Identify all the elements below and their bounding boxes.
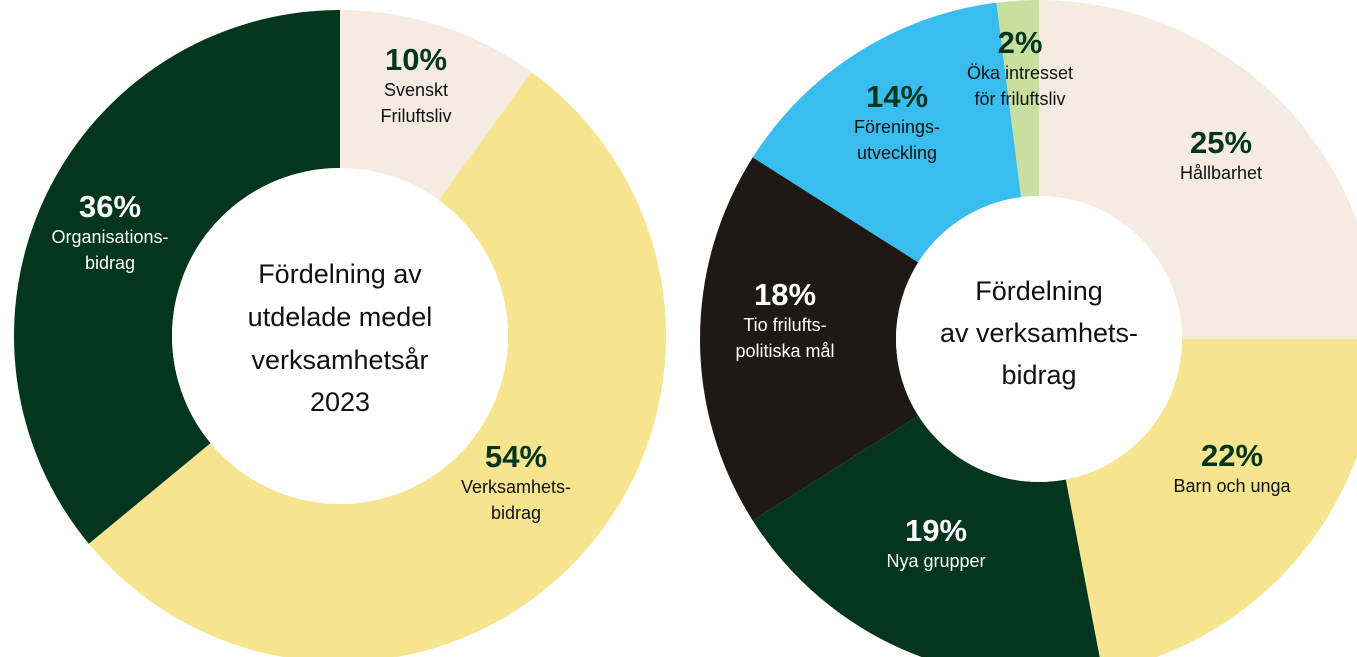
chart1-slice-2-label: Verksamhets- [461, 477, 571, 497]
chart1-slice-3 [13, 10, 340, 544]
chart1-slice-2 [88, 72, 666, 657]
chart2-slice-6-label: för friluftsliv [974, 89, 1065, 109]
chart2-slice-5-label: Förenings- [854, 117, 940, 137]
chart2-slice-2-percent: 22% [1201, 438, 1263, 473]
chart1-slice-1-label: Friluftsliv [381, 106, 452, 126]
chart2-slice-3 [752, 415, 1100, 657]
chart2-slice-5-label: utveckling [857, 143, 937, 163]
chart1-slice-1 [340, 10, 532, 201]
chart2-slice-4-label: politiska mål [735, 341, 834, 361]
chart2-slice-3-label: Nya grupper [886, 551, 985, 571]
chart2-slice-1 [1039, 0, 1357, 339]
chart2-slice-6-label: Öka intresset [967, 63, 1073, 83]
chart2-center-hole [896, 196, 1182, 482]
chart2-slice-2-label: Barn och unga [1173, 476, 1291, 496]
chart1-center-title: utdelade medel [248, 302, 433, 332]
chart2-slice-1-percent: 25% [1190, 125, 1252, 160]
chart2-slice-2 [1065, 339, 1357, 657]
chart2-slice-5-percent: 14% [866, 79, 928, 114]
chart1-slice-1-label: Svenskt [384, 80, 448, 100]
chart1-center-title: 2023 [310, 387, 370, 417]
chart2-center-title: av verksamhets- [940, 318, 1138, 348]
chart1-slice-1-percent: 10% [385, 42, 447, 77]
chart2-slice-6 [996, 0, 1039, 198]
chart1-slice-2-percent: 54% [485, 439, 547, 474]
chart1-center-hole [172, 168, 508, 504]
chart2-slice-1-label: Hållbarhet [1180, 163, 1262, 183]
chart2-center-title: bidrag [1001, 360, 1076, 390]
chart2-slice-4-label: Tio frilufts- [743, 315, 826, 335]
chart1-slice-2-label: bidrag [491, 503, 541, 523]
chart2-slice-6-percent: 2% [998, 25, 1043, 60]
chart2-slice-5 [752, 2, 1022, 263]
chart2-center-title: Fördelning [975, 276, 1103, 306]
chart1-center-title: Fördelning av [258, 259, 422, 289]
chart1-slice-3-percent: 36% [79, 189, 141, 224]
chart1-center-title: verksamhetsår [251, 345, 428, 375]
chart2-slice-4-percent: 18% [754, 277, 816, 312]
chart1-slice-3-label: Organisations- [51, 227, 168, 247]
chart1-slice-3-label: bidrag [85, 253, 135, 273]
chart2-slice-3-percent: 19% [905, 513, 967, 548]
chart2-slice-4 [700, 157, 919, 521]
